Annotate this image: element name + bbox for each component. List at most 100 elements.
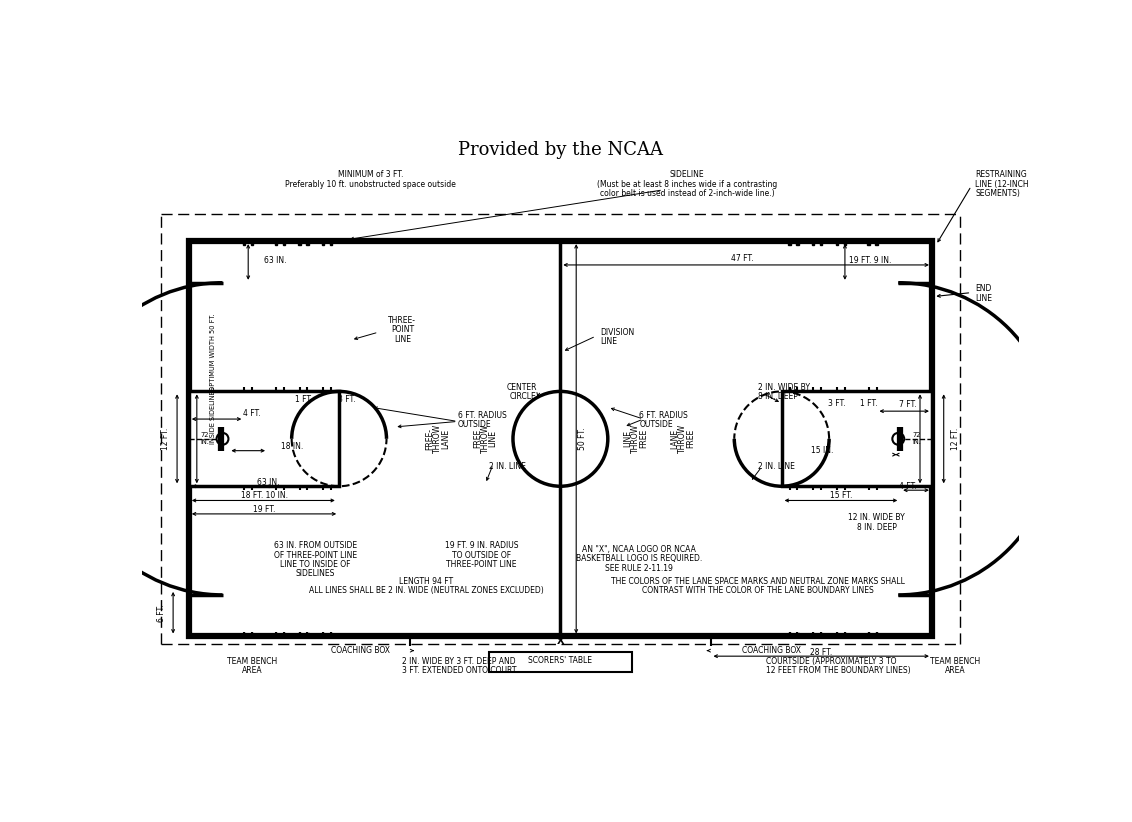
Text: LINE: LINE	[489, 431, 498, 447]
Text: 3 FT.: 3 FT.	[338, 395, 355, 404]
Bar	[782, 391, 932, 487]
Bar	[835, 633, 838, 637]
Text: LINE (12-INCH: LINE (12-INCH	[976, 180, 1029, 189]
Text: 72
IN.: 72 IN.	[912, 432, 921, 446]
Text: X: X	[557, 636, 564, 646]
Bar	[189, 241, 932, 636]
Text: 2 IN. LINE: 2 IN. LINE	[758, 462, 795, 471]
Bar	[299, 633, 301, 637]
Text: 63 IN.: 63 IN.	[264, 256, 286, 266]
Text: 12 IN. WIDE BY: 12 IN. WIDE BY	[848, 514, 904, 522]
Bar	[820, 241, 822, 245]
Text: 2 IN. LINE: 2 IN. LINE	[489, 462, 526, 471]
Text: LINE: LINE	[600, 337, 617, 346]
Text: 3 FT. EXTENDED ONTO COURT: 3 FT. EXTENDED ONTO COURT	[402, 666, 517, 675]
Bar	[243, 633, 246, 637]
Bar	[812, 241, 815, 245]
Text: 63 IN.: 63 IN.	[257, 478, 280, 487]
Text: 3 FT.: 3 FT.	[829, 399, 846, 408]
Text: TO OUTSIDE OF: TO OUTSIDE OF	[452, 551, 511, 560]
Bar	[875, 241, 877, 245]
Bar	[796, 241, 799, 245]
Text: THREE-POINT LINE: THREE-POINT LINE	[446, 560, 516, 569]
Text: THE COLORS OF THE LANE SPACE MARKS AND NEUTRAL ZONE MARKS SHALL: THE COLORS OF THE LANE SPACE MARKS AND N…	[611, 576, 904, 585]
Text: 6 FT. RADIUS: 6 FT. RADIUS	[640, 411, 688, 419]
Bar	[796, 633, 799, 637]
Text: 15 IN.: 15 IN.	[811, 446, 833, 455]
Text: 18 IN.: 18 IN.	[281, 442, 302, 451]
Text: CIRCLE: CIRCLE	[509, 392, 537, 401]
Bar	[843, 633, 846, 637]
Text: (Must be at least 8 inches wide if a contrasting: (Must be at least 8 inches wide if a con…	[597, 180, 777, 189]
Text: LANE: LANE	[670, 429, 679, 449]
Bar	[283, 633, 285, 637]
Bar	[788, 241, 791, 245]
Bar	[243, 241, 246, 245]
Text: FREE: FREE	[638, 429, 648, 449]
Text: SIDELINES: SIDELINES	[295, 570, 335, 579]
Text: 6 FT.: 6 FT.	[156, 604, 165, 621]
Text: CONTRAST WITH THE COLOR OF THE LANE BOUNDARY LINES: CONTRAST WITH THE COLOR OF THE LANE BOUN…	[642, 586, 874, 595]
Bar	[251, 241, 254, 245]
Bar	[323, 241, 325, 245]
Bar	[283, 241, 285, 245]
Text: LINE TO INSIDE OF: LINE TO INSIDE OF	[280, 560, 351, 569]
Bar	[275, 241, 277, 245]
Text: TEAM BENCH: TEAM BENCH	[228, 658, 277, 666]
Text: SEGMENTS): SEGMENTS)	[976, 189, 1020, 198]
Text: 8 IN. DEEP: 8 IN. DEEP	[758, 392, 798, 401]
Text: 4 FT.: 4 FT.	[899, 482, 917, 491]
Text: 19 FT. 9 IN.: 19 FT. 9 IN.	[849, 256, 891, 266]
Bar	[323, 633, 325, 637]
Text: 28 FT.: 28 FT.	[811, 648, 832, 657]
Text: Provided by the NCAA: Provided by the NCAA	[457, 141, 663, 159]
Text: ALL LINES SHALL BE 2 IN. WIDE (NEUTRAL ZONES EXCLUDED): ALL LINES SHALL BE 2 IN. WIDE (NEUTRAL Z…	[309, 586, 543, 595]
Text: THROW: THROW	[434, 424, 443, 454]
Text: FREE: FREE	[686, 429, 695, 449]
Text: 8 IN. DEEP: 8 IN. DEEP	[857, 523, 897, 532]
Text: COURTSIDE (APPROXIMATELY 3 TO: COURTSIDE (APPROXIMATELY 3 TO	[766, 658, 897, 666]
Text: 1 FT.: 1 FT.	[294, 395, 312, 404]
Bar	[820, 633, 822, 637]
Text: SCORERS' TABLE: SCORERS' TABLE	[529, 656, 592, 665]
Text: FREE-: FREE-	[426, 427, 435, 450]
Text: AREA: AREA	[242, 666, 263, 675]
Bar	[331, 633, 333, 637]
Text: INSIDE SIDELINES: INSIDE SIDELINES	[209, 386, 215, 444]
Bar	[812, 633, 815, 637]
Text: BASKETBALL LOGO IS REQUIRED.: BASKETBALL LOGO IS REQUIRED.	[576, 555, 703, 563]
Bar	[875, 633, 877, 637]
Bar	[489, 652, 632, 672]
Text: 19 FT.: 19 FT.	[252, 505, 275, 514]
Text: 15 FT.: 15 FT.	[830, 492, 852, 501]
Text: 6 FT. RADIUS: 6 FT. RADIUS	[457, 411, 506, 419]
Text: COACHING BOX: COACHING BOX	[743, 646, 801, 655]
Text: MINIMUM of 3 FT.: MINIMUM of 3 FT.	[338, 169, 403, 178]
Bar	[299, 241, 301, 245]
Text: 1 FT.: 1 FT.	[860, 399, 877, 408]
Text: AN "X", NCAA LOGO OR NCAA: AN "X", NCAA LOGO OR NCAA	[583, 545, 696, 554]
Text: END: END	[976, 284, 992, 293]
Text: 2 IN. WIDE BY 3 FT. DEEP AND: 2 IN. WIDE BY 3 FT. DEEP AND	[402, 658, 516, 666]
Bar	[189, 391, 340, 487]
Text: POINT: POINT	[391, 326, 414, 335]
Text: 12 FEET FROM THE BOUNDARY LINES): 12 FEET FROM THE BOUNDARY LINES)	[766, 666, 910, 675]
Text: Preferably 10 ft. unobstructed space outside: Preferably 10 ft. unobstructed space out…	[285, 180, 456, 189]
Text: OUTSIDE: OUTSIDE	[457, 420, 491, 429]
Bar	[307, 633, 309, 637]
Text: 19 FT. 9 IN. RADIUS: 19 FT. 9 IN. RADIUS	[445, 541, 518, 550]
Bar	[251, 633, 254, 637]
Bar	[835, 241, 838, 245]
Text: AREA: AREA	[945, 666, 966, 675]
Text: OF THREE-POINT LINE: OF THREE-POINT LINE	[274, 551, 357, 560]
Bar	[307, 241, 309, 245]
Text: TEAM BENCH: TEAM BENCH	[931, 658, 980, 666]
Text: FREE: FREE	[473, 429, 482, 449]
Text: LINE: LINE	[394, 335, 411, 344]
Text: 7 FT.: 7 FT.	[899, 400, 917, 409]
Text: OUTSIDE: OUTSIDE	[640, 420, 674, 429]
Text: SIDELINE: SIDELINE	[669, 169, 704, 178]
Text: CENTER: CENTER	[506, 383, 537, 392]
Bar	[331, 241, 333, 245]
Bar	[275, 633, 277, 637]
